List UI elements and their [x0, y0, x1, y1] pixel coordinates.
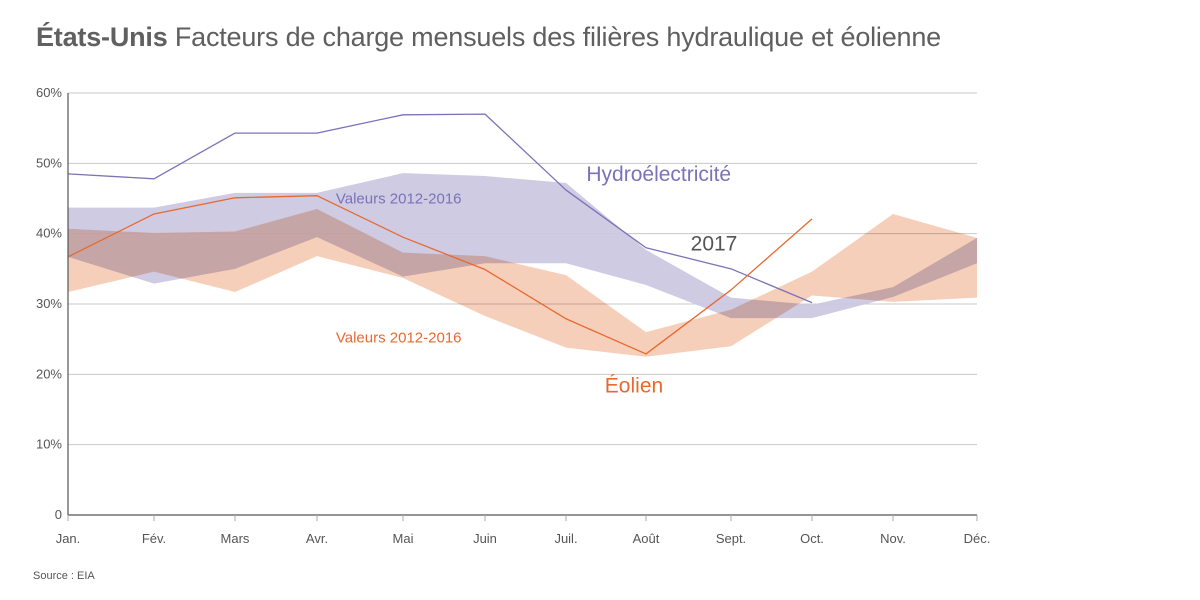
x-tick-label: Juil.	[554, 531, 577, 546]
wind-2017-line	[67, 195, 813, 355]
y-tick-label: 0	[55, 507, 62, 522]
x-tick-label: Oct.	[800, 531, 824, 546]
x-tick-label: Sept.	[716, 531, 746, 546]
x-tick-label: Avr.	[306, 531, 328, 546]
annotations: Hydroélectricité Valeurs 2012-2016 2017 Val…	[336, 163, 737, 398]
hydro-2017-line	[67, 113, 813, 304]
wind-band-label: Valeurs 2012-2016	[336, 330, 462, 347]
x-tick-label: Nov.	[880, 531, 906, 546]
hydro-band-label: Valeurs 2012-2016	[336, 190, 462, 207]
y-tick-label: 40%	[36, 226, 62, 241]
hydro-label: Hydroélectricité	[586, 163, 731, 186]
y-tick-label: 30%	[36, 296, 62, 311]
chart-title: États-Unis Facteurs de charge mensuels d…	[36, 22, 941, 53]
axes: 0 10% 20% 30% 40% 50% 60% Jan. Fév. Mars Avr. Mai Ju…	[36, 85, 990, 546]
x-tick-label: Déc.	[964, 531, 991, 546]
wind-band-2012-2016	[68, 209, 977, 357]
y-tick-label: 50%	[36, 155, 62, 170]
x-tick-label: Juin	[473, 531, 497, 546]
chart-title-text: Facteurs de charge mensuels des filières…	[174, 22, 941, 52]
y-tick-label: 10%	[36, 437, 62, 452]
chart-title-country: États-Unis	[36, 22, 168, 52]
x-tick-label: Août	[633, 531, 660, 546]
hydro-band-2012-2016	[68, 173, 977, 319]
x-tick-label: Jan.	[56, 531, 81, 546]
x-tick-label: Mai	[393, 531, 414, 546]
y-tick-label: 20%	[36, 366, 62, 381]
wind-label: Éolien	[605, 375, 663, 398]
year-label: 2017	[691, 233, 738, 256]
y-tick-label: 60%	[36, 85, 62, 100]
source-note: Source : EIA	[33, 570, 95, 582]
x-tick-label: Mars	[221, 531, 250, 546]
x-tick-label: Fév.	[142, 531, 166, 546]
bands	[68, 173, 977, 357]
lines	[67, 113, 813, 355]
